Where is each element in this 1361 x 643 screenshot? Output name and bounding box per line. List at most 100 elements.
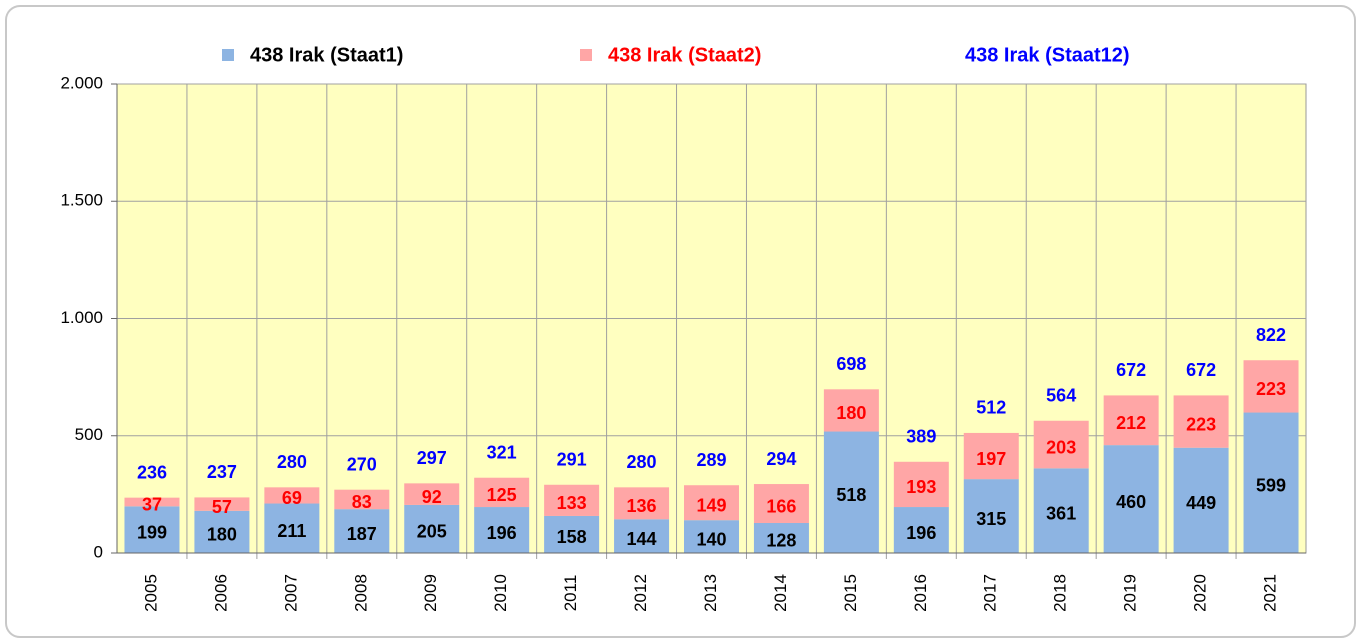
- total-label: 822: [1256, 325, 1286, 345]
- data-label: 144: [627, 529, 657, 549]
- total-label: 289: [696, 450, 726, 470]
- y-tick-label: 1.500: [60, 191, 103, 210]
- bar-segment: [893, 507, 949, 553]
- total-label: 280: [627, 452, 657, 472]
- bar-segment: [404, 483, 460, 505]
- total-label: 237: [207, 462, 237, 482]
- bar-segment: [1033, 468, 1089, 553]
- total-label: 236: [137, 462, 167, 482]
- bar-segment: [544, 484, 600, 516]
- legend-label: 438 Irak (Staat12): [965, 44, 1130, 66]
- bar-segment: [614, 519, 670, 553]
- bar-segment: [264, 487, 320, 504]
- bar-segment: [264, 503, 320, 553]
- x-tick-label: 2011: [561, 575, 580, 612]
- x-tick-label: 2015: [841, 574, 860, 612]
- data-label: 83: [352, 492, 372, 512]
- total-label: 294: [766, 449, 796, 469]
- data-label: 166: [766, 496, 796, 516]
- x-tick-label: 2020: [1191, 574, 1210, 612]
- bar-segment: [124, 506, 180, 553]
- bar-segment: [474, 477, 530, 508]
- data-label: 196: [906, 523, 936, 543]
- data-label: 149: [696, 495, 726, 515]
- legend-label: 438 Irak (Staat2): [608, 44, 761, 66]
- data-label: 92: [422, 487, 442, 507]
- total-label: 564: [1046, 385, 1076, 405]
- bar-segment: [1243, 412, 1299, 553]
- bar-segment: [1103, 395, 1159, 446]
- data-label: 193: [906, 477, 936, 497]
- total-label: 297: [417, 448, 447, 468]
- data-label: 223: [1186, 414, 1216, 434]
- data-label: 57: [212, 497, 232, 517]
- x-tick-label: 2014: [771, 574, 790, 612]
- bar-segment: [544, 515, 600, 553]
- y-tick-label: 0: [94, 542, 103, 561]
- legend-swatch: [222, 49, 234, 61]
- data-label: 37: [142, 495, 162, 515]
- data-label: 133: [557, 493, 587, 513]
- data-label: 128: [766, 531, 796, 551]
- data-label: 315: [976, 509, 1006, 529]
- x-tick-label: 2019: [1121, 574, 1140, 612]
- data-label: 449: [1186, 493, 1216, 513]
- total-label: 389: [906, 427, 936, 447]
- data-label: 69: [282, 488, 302, 508]
- data-label: 180: [207, 525, 237, 545]
- bar-segment: [194, 510, 250, 553]
- x-tick-label: 2018: [1051, 574, 1070, 612]
- bar-segment: [1173, 395, 1229, 448]
- data-label: 158: [557, 527, 587, 547]
- x-tick-label: 2007: [281, 574, 300, 612]
- total-label: 280: [277, 452, 307, 472]
- x-tick-label: 2012: [631, 574, 650, 612]
- x-tick-label: 2008: [351, 574, 370, 612]
- bar-segment: [963, 432, 1019, 480]
- total-label: 512: [976, 398, 1006, 418]
- data-label: 361: [1046, 503, 1076, 523]
- total-label: 270: [347, 454, 377, 474]
- x-tick-label: 2010: [491, 574, 510, 612]
- data-label: 203: [1046, 437, 1076, 457]
- data-label: 187: [347, 524, 377, 544]
- bar-segment: [194, 497, 250, 511]
- bar-segment: [684, 485, 739, 521]
- bar-segment: [334, 509, 390, 553]
- data-label: 196: [487, 523, 517, 543]
- data-label: 180: [836, 403, 866, 423]
- legend-label: 438 Irak (Staat1): [250, 44, 403, 66]
- data-label: 140: [696, 529, 726, 549]
- x-tick-label: 2017: [981, 574, 1000, 612]
- x-tick-label: 2021: [1261, 574, 1280, 612]
- bar-segment: [823, 431, 879, 553]
- y-tick-label: 1.000: [60, 308, 103, 327]
- bar-segment: [614, 487, 670, 520]
- bar-segment: [1243, 360, 1299, 413]
- x-tick-label: 2013: [701, 574, 720, 612]
- data-label: 136: [627, 496, 657, 516]
- total-label: 672: [1186, 360, 1216, 380]
- x-tick-label: 2016: [911, 574, 930, 612]
- total-label: 291: [557, 450, 587, 470]
- bar-segment: [753, 484, 809, 523]
- bar-segment: [963, 479, 1019, 553]
- total-label: 698: [836, 354, 866, 374]
- data-label: 125: [487, 485, 517, 505]
- bar-segment: [1033, 420, 1089, 469]
- bar-segment: [753, 522, 809, 553]
- bar-segment: [474, 507, 530, 553]
- data-label: 197: [976, 449, 1006, 469]
- data-label: 199: [137, 522, 167, 542]
- bar-segment: [334, 489, 390, 510]
- data-label: 518: [836, 485, 866, 505]
- bar-segment: [1173, 447, 1229, 553]
- data-label: 599: [1256, 476, 1286, 496]
- legend-swatch: [580, 49, 592, 61]
- total-label: 321: [487, 442, 517, 462]
- x-tick-label: 2005: [141, 574, 160, 612]
- x-tick-label: 2009: [421, 574, 440, 612]
- data-label: 205: [417, 522, 447, 542]
- total-label: 672: [1116, 360, 1146, 380]
